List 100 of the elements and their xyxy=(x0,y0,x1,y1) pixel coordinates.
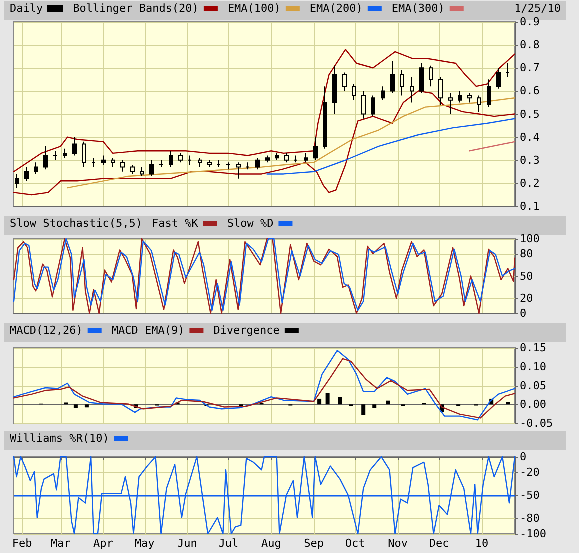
line-series xyxy=(266,118,516,175)
x-tick-label: Dec xyxy=(429,537,450,550)
candlestick xyxy=(410,76,414,104)
legend-label: Fast %K xyxy=(152,217,199,230)
legend-label: Williams %R(10) xyxy=(10,432,110,445)
bar xyxy=(326,393,330,405)
y-tick-label: 0.05 xyxy=(520,379,546,392)
candlestick xyxy=(438,76,443,106)
candlestick xyxy=(34,162,38,175)
legend-label: MACD EMA(9) xyxy=(112,324,185,337)
text: 1/25/10 xyxy=(514,2,561,15)
y-tick-label: 0.10 xyxy=(520,360,546,374)
x-tick-label: Mar xyxy=(50,537,72,550)
candlestick xyxy=(72,136,77,156)
x-tick-label: Jul xyxy=(218,537,239,550)
candlestick xyxy=(149,160,154,178)
legend-label: Slow %D xyxy=(227,217,274,230)
y-tick-label: -20 xyxy=(520,466,540,479)
candlestick xyxy=(313,136,318,161)
y-tick-label: -50 xyxy=(520,489,540,502)
candlestick xyxy=(342,72,347,92)
y-tick-label: 0.15 xyxy=(520,342,546,354)
legend-label: EMA(300) xyxy=(392,2,445,15)
x-tick-label: Sep xyxy=(304,537,324,550)
candlestick xyxy=(448,92,453,115)
candlestick xyxy=(323,86,327,150)
candlestick xyxy=(419,63,424,94)
line-series xyxy=(67,98,516,189)
candlestick xyxy=(275,152,279,161)
bar xyxy=(84,404,89,408)
y-tick-label: 0.8 xyxy=(520,38,540,52)
bar xyxy=(338,397,342,405)
legend-label: Daily xyxy=(10,2,44,15)
x-tick-label: May xyxy=(134,537,156,550)
bar xyxy=(318,398,322,405)
x-tick-label: Oct xyxy=(345,537,366,550)
candlestick xyxy=(458,90,462,104)
x-tick-label: Aug xyxy=(261,537,282,550)
candlestick xyxy=(15,174,19,189)
candlestick xyxy=(169,150,173,168)
y-tick-label: 0.00 xyxy=(520,398,546,412)
y-tick-label: 20 xyxy=(520,292,534,306)
y-tick-label: 0.4 xyxy=(520,130,540,144)
y-tick-label: 0.3 xyxy=(520,154,540,167)
candlestick xyxy=(361,90,366,120)
candlestick xyxy=(467,92,472,104)
candlestick xyxy=(506,63,510,78)
line-series xyxy=(13,49,516,173)
line-series xyxy=(13,90,516,196)
legend-label: EMA(200) xyxy=(310,2,363,15)
y-tick-label: 100 xyxy=(520,232,540,246)
y-tick-label: 80 xyxy=(520,247,534,260)
candlestick xyxy=(265,155,270,164)
y-tick-label: 0.1 xyxy=(520,200,540,213)
candlestick xyxy=(188,155,192,166)
candlestick xyxy=(304,152,308,164)
bar xyxy=(386,400,390,405)
x-tick-label: Feb xyxy=(12,537,32,550)
candlestick xyxy=(352,84,356,101)
y-tick-label: 0.5 xyxy=(520,108,540,121)
x-tick-label: Jun xyxy=(177,537,198,550)
candlestick xyxy=(390,60,395,94)
candlestick xyxy=(236,162,241,180)
bar xyxy=(372,404,377,408)
candlestick xyxy=(101,155,106,166)
chart-title: Slow Stochastic(5,5) xyxy=(10,217,142,230)
candlestick xyxy=(477,95,481,112)
candlestick xyxy=(111,158,115,168)
x-tick-label: Apr xyxy=(94,537,114,550)
candlestick xyxy=(82,141,86,168)
x-tick-label: Nov xyxy=(388,537,408,550)
bar xyxy=(74,404,78,408)
candlestick xyxy=(496,68,501,90)
candlestick xyxy=(429,65,433,88)
legend-label: MACD(12,26) xyxy=(10,324,83,337)
y-tick-label: 0.9 xyxy=(520,16,540,28)
legend-label: Bollinger Bands(20) xyxy=(73,2,199,15)
x-tick-label: 10 xyxy=(475,537,489,550)
candlestick xyxy=(63,148,67,159)
candlestick xyxy=(159,160,164,168)
candlestick xyxy=(332,65,337,115)
candlestick xyxy=(371,95,375,118)
line-series xyxy=(13,456,516,535)
y-tick-label: -0.05 xyxy=(520,417,554,430)
y-tick-label: -80 xyxy=(520,512,540,526)
candlestick xyxy=(92,158,96,168)
candlestick xyxy=(53,150,58,161)
legend-label: EMA(100) xyxy=(228,2,281,15)
candlestick xyxy=(207,160,212,168)
candlestick xyxy=(217,160,221,168)
y-tick-label: 0 xyxy=(520,307,527,320)
candlestick xyxy=(198,158,202,168)
y-tick-label: 50 xyxy=(520,270,534,283)
candlestick xyxy=(226,162,231,170)
candlestick xyxy=(140,166,144,178)
candlestick xyxy=(284,152,289,164)
y-tick-label: 0.7 xyxy=(520,62,540,75)
y-tick-label: 0.2 xyxy=(520,176,540,190)
candlestick xyxy=(24,166,29,182)
candlestick xyxy=(381,86,385,101)
